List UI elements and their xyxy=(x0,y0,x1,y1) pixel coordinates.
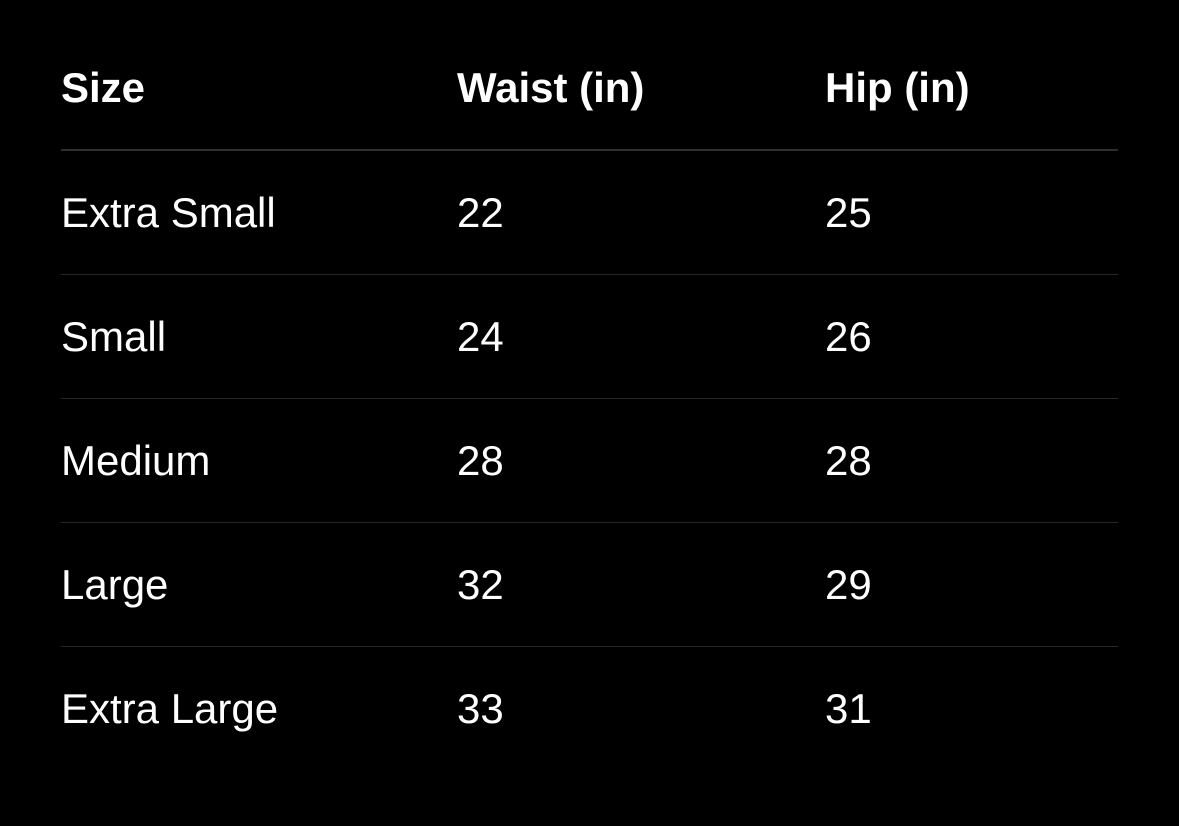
table-row: Extra Small 22 25 xyxy=(61,151,1118,275)
size-cell: Extra Large xyxy=(61,685,279,732)
waist-cell: 32 xyxy=(457,561,504,608)
size-cell: Small xyxy=(61,313,167,360)
hip-cell: 25 xyxy=(825,189,872,236)
hip-cell: 26 xyxy=(825,313,872,360)
size-cell: Extra Small xyxy=(61,189,276,236)
waist-cell: 33 xyxy=(457,685,504,732)
header-size: Size xyxy=(61,64,146,111)
size-cell: Large xyxy=(61,561,169,608)
hip-cell: 28 xyxy=(825,437,872,484)
table-header-row: Size Waist (in) Hip (in) xyxy=(61,26,1118,151)
hip-cell: 29 xyxy=(825,561,872,608)
size-chart-table: Size Waist (in) Hip (in) Extra Small 22 … xyxy=(61,26,1118,770)
waist-cell: 24 xyxy=(457,313,504,360)
table-row: Large 32 29 xyxy=(61,523,1118,647)
table-row: Small 24 26 xyxy=(61,275,1118,399)
size-cell: Medium xyxy=(61,437,211,484)
waist-cell: 22 xyxy=(457,189,504,236)
header-waist: Waist (in) xyxy=(457,64,645,111)
hip-cell: 31 xyxy=(825,685,872,732)
waist-cell: 28 xyxy=(457,437,504,484)
table-row: Medium 28 28 xyxy=(61,399,1118,523)
table-row: Extra Large 33 31 xyxy=(61,647,1118,770)
header-hip: Hip (in) xyxy=(825,64,970,111)
